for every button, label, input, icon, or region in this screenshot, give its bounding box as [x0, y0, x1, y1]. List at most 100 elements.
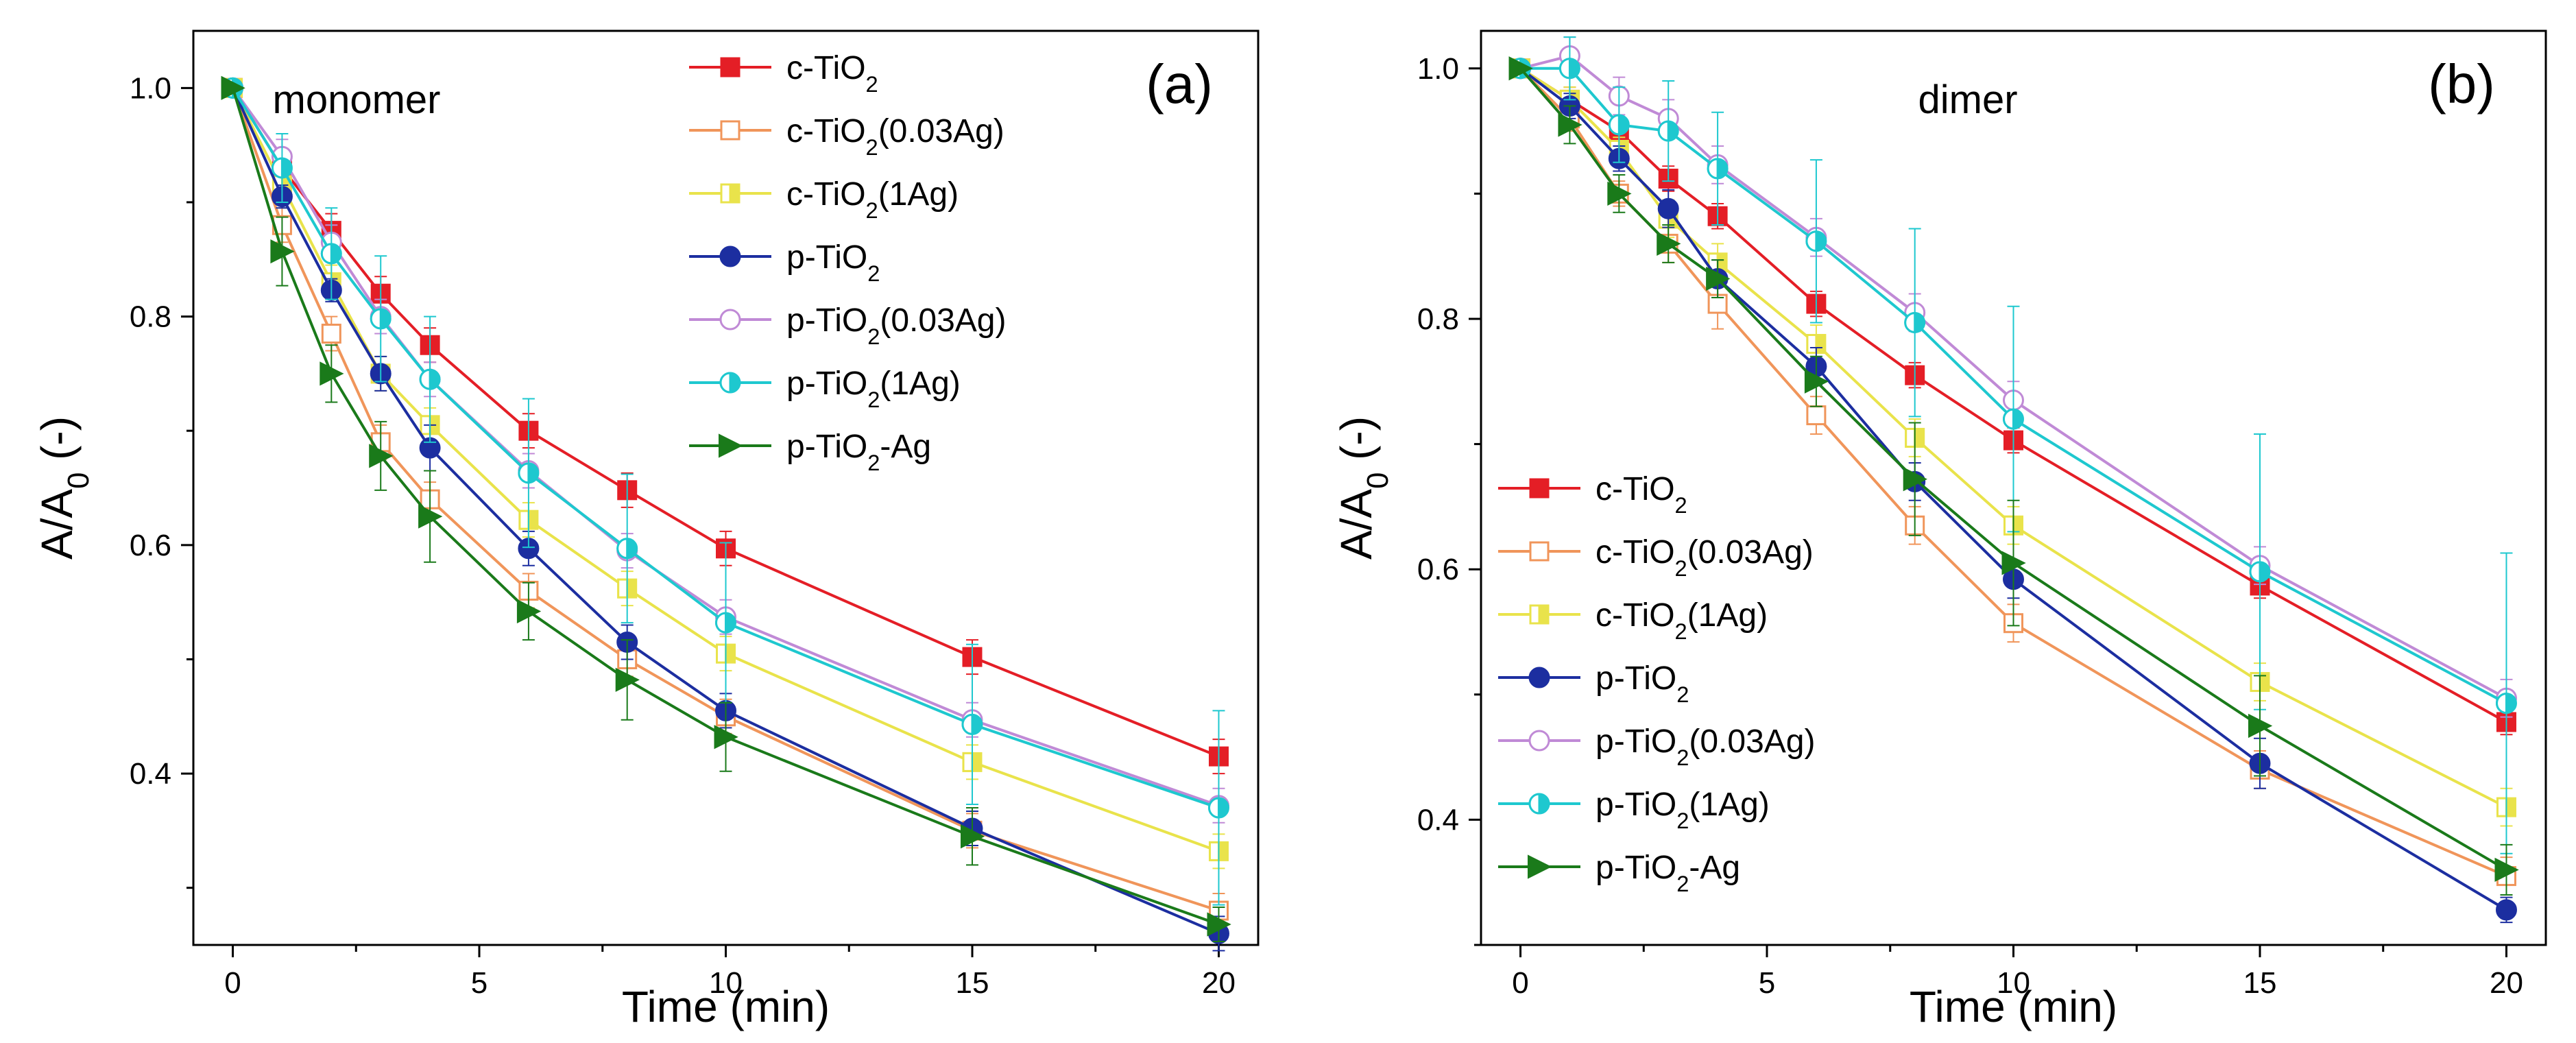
legend-marker — [719, 245, 741, 267]
legend-label: c-TiO2(0.03Ag) — [1596, 534, 1814, 581]
data-point — [2001, 551, 2026, 575]
x-tick-label: 20 — [2490, 966, 2523, 1000]
legend-marker — [1529, 478, 1550, 499]
series-line — [231, 87, 1220, 809]
data-point-half — [617, 578, 629, 599]
data-point-half — [1904, 311, 1916, 333]
series-line — [231, 87, 1220, 912]
x-tick-label: 5 — [471, 966, 487, 1000]
legend-label: p-TiO2 — [1596, 660, 1689, 707]
legend: c-TiO2 c-TiO2(0.03Ag) c-TiO2(1Ag) p-TiO2 p-T… — [1498, 471, 1815, 896]
data-point-half — [715, 612, 727, 634]
legend-marker — [1529, 541, 1550, 562]
data-point — [516, 599, 542, 624]
series-p-TiO2-Ag — [1508, 56, 2519, 896]
x-tick-label: 10 — [1997, 966, 2030, 1000]
data-point — [960, 824, 985, 849]
panel-a: 0 5 10 15 20 0.4 0.6 0.8 1.0 Time (min) A/A0 (-) mo… — [32, 29, 1260, 1031]
data-point-half — [1208, 841, 1220, 861]
series-line — [1520, 67, 2507, 705]
series-line — [1520, 54, 2507, 700]
x-tick-label: 10 — [709, 966, 743, 1000]
panel-label: (b) — [2428, 53, 2495, 115]
x-axis-title: Time (min) — [1910, 982, 2117, 1031]
series-p-TiO2-Ag — [221, 75, 1231, 943]
data-point-half — [518, 462, 530, 484]
legend-label: p-TiO2-Ag — [1596, 850, 1740, 896]
data-point-half — [1208, 797, 1220, 819]
legend-label: p-TiO2(0.03Ag) — [786, 302, 1006, 349]
series-line — [231, 87, 1220, 935]
data-point-half — [1707, 158, 1719, 180]
data-point-half — [2003, 408, 2014, 430]
series-line — [231, 87, 1220, 926]
data-point — [321, 324, 341, 344]
series-line — [231, 87, 1220, 853]
legend-marker — [719, 433, 743, 458]
data-point-half — [1558, 58, 1571, 80]
data-point — [1806, 405, 1827, 426]
data-point — [714, 725, 738, 750]
y-tick-label: 0.6 — [1417, 553, 1459, 586]
data-point — [1657, 231, 1681, 256]
legend-label: p-TiO2-Ag — [786, 429, 931, 475]
x-tick-label: 15 — [2243, 966, 2277, 1000]
series-line — [1519, 67, 2507, 808]
y-axis-title: A/A0 (-) — [32, 416, 95, 560]
series-line — [1519, 67, 2507, 723]
x-axis-title: Time (min) — [622, 982, 830, 1031]
data-point-half — [1905, 427, 1916, 448]
data-point-half — [2496, 797, 2507, 817]
data-point-half — [2249, 561, 2261, 583]
legend-label: p-TiO2(1Ag) — [786, 365, 961, 412]
data-point — [369, 444, 394, 468]
data-point-half — [419, 368, 431, 390]
data-point — [270, 239, 295, 264]
data-point-half — [616, 538, 629, 560]
legend: c-TiO2 c-TiO2(0.03Ag) c-TiO2(1Ag) p-TiO2 p-T… — [689, 50, 1006, 475]
data-point — [1508, 56, 1533, 81]
data-point-half — [271, 157, 283, 179]
x-tick-label: 0 — [1512, 966, 1528, 1000]
legend-marker-half — [719, 372, 732, 394]
data-point-half — [961, 713, 974, 735]
legend-label: c-TiO2 — [1596, 471, 1687, 518]
data-point-half — [716, 643, 727, 664]
legend-marker-half — [720, 183, 732, 204]
plot-title: monomer — [273, 77, 441, 122]
data-point — [2495, 899, 2517, 921]
legend-marker — [1528, 667, 1550, 688]
legend-marker — [1528, 730, 1550, 752]
data-point-half — [518, 509, 530, 530]
data-point — [1207, 912, 1231, 937]
y-tick-label: 0.6 — [130, 529, 171, 562]
series-line — [1519, 67, 2507, 878]
data-point-half — [1806, 334, 1818, 355]
data-point-half — [2496, 693, 2507, 715]
data-point — [1804, 369, 1829, 394]
data-point — [1657, 197, 1679, 219]
series-p-TiO2(1Ag) — [1510, 36, 2517, 854]
data-point — [221, 75, 245, 100]
data-point — [1558, 112, 1582, 137]
x-tick-label: 0 — [224, 966, 241, 1000]
data-point-half — [1657, 120, 1670, 142]
data-point-half — [370, 308, 382, 330]
data-point — [418, 504, 443, 529]
data-point — [1607, 181, 1632, 206]
data-point — [2248, 713, 2273, 739]
x-tick-label: 15 — [956, 966, 989, 1000]
legend-label: p-TiO2 — [786, 239, 880, 286]
legend-marker-half — [1529, 604, 1541, 625]
legend-label: p-TiO2(1Ag) — [1596, 787, 1770, 833]
legend-marker — [720, 57, 741, 77]
y-tick-label: 1.0 — [1417, 52, 1459, 86]
y-tick-label: 0.4 — [1417, 803, 1459, 837]
data-point-half — [1805, 230, 1818, 252]
data-point-half — [320, 243, 333, 265]
legend-label: c-TiO2(0.03Ag) — [786, 113, 1004, 160]
legend-marker-half — [1528, 793, 1541, 815]
data-point — [2494, 857, 2519, 883]
